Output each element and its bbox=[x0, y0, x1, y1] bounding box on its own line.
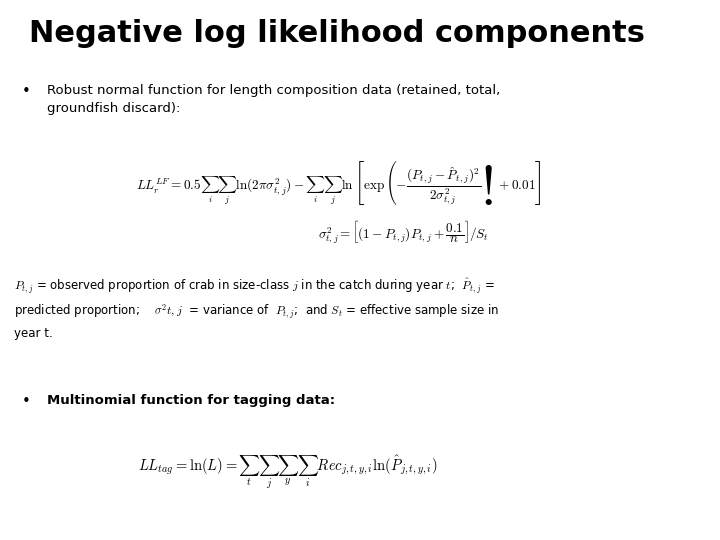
Text: $\sigma_{t,j}^2 = \left[(1-P_{t,j})P_{t,j} + \dfrac{0.1}{n}\right] / S_t$: $\sigma_{t,j}^2 = \left[(1-P_{t,j})P_{t,… bbox=[318, 219, 489, 246]
Text: $LL_r^{LF} = 0.5\sum_i\sum_j\ln(2\pi\sigma_{t,j}^2) - \sum_i\sum_j\ln\left[\exp\: $LL_r^{LF} = 0.5\sum_i\sum_j\ln(2\pi\sig… bbox=[135, 159, 541, 207]
Text: $LL_{tag} = \ln(L) = \sum_t\sum_j\sum_y\sum_i Rec_{j,t,y,i}\ln(\hat{P}_{j,t,y,i}: $LL_{tag} = \ln(L) = \sum_t\sum_j\sum_y\… bbox=[138, 454, 438, 491]
Text: •: • bbox=[22, 84, 30, 99]
Text: Negative log likelihood components: Negative log likelihood components bbox=[29, 19, 645, 48]
Text: Multinomial function for tagging data:: Multinomial function for tagging data: bbox=[47, 394, 335, 407]
Text: Robust normal function for length composition data (retained, total,
groundfish : Robust normal function for length compos… bbox=[47, 84, 500, 114]
Text: $P_{t,j}$ = observed proportion of crab in size-class $j$ in the catch during ye: $P_{t,j}$ = observed proportion of crab … bbox=[14, 276, 500, 340]
Text: •: • bbox=[22, 394, 30, 409]
